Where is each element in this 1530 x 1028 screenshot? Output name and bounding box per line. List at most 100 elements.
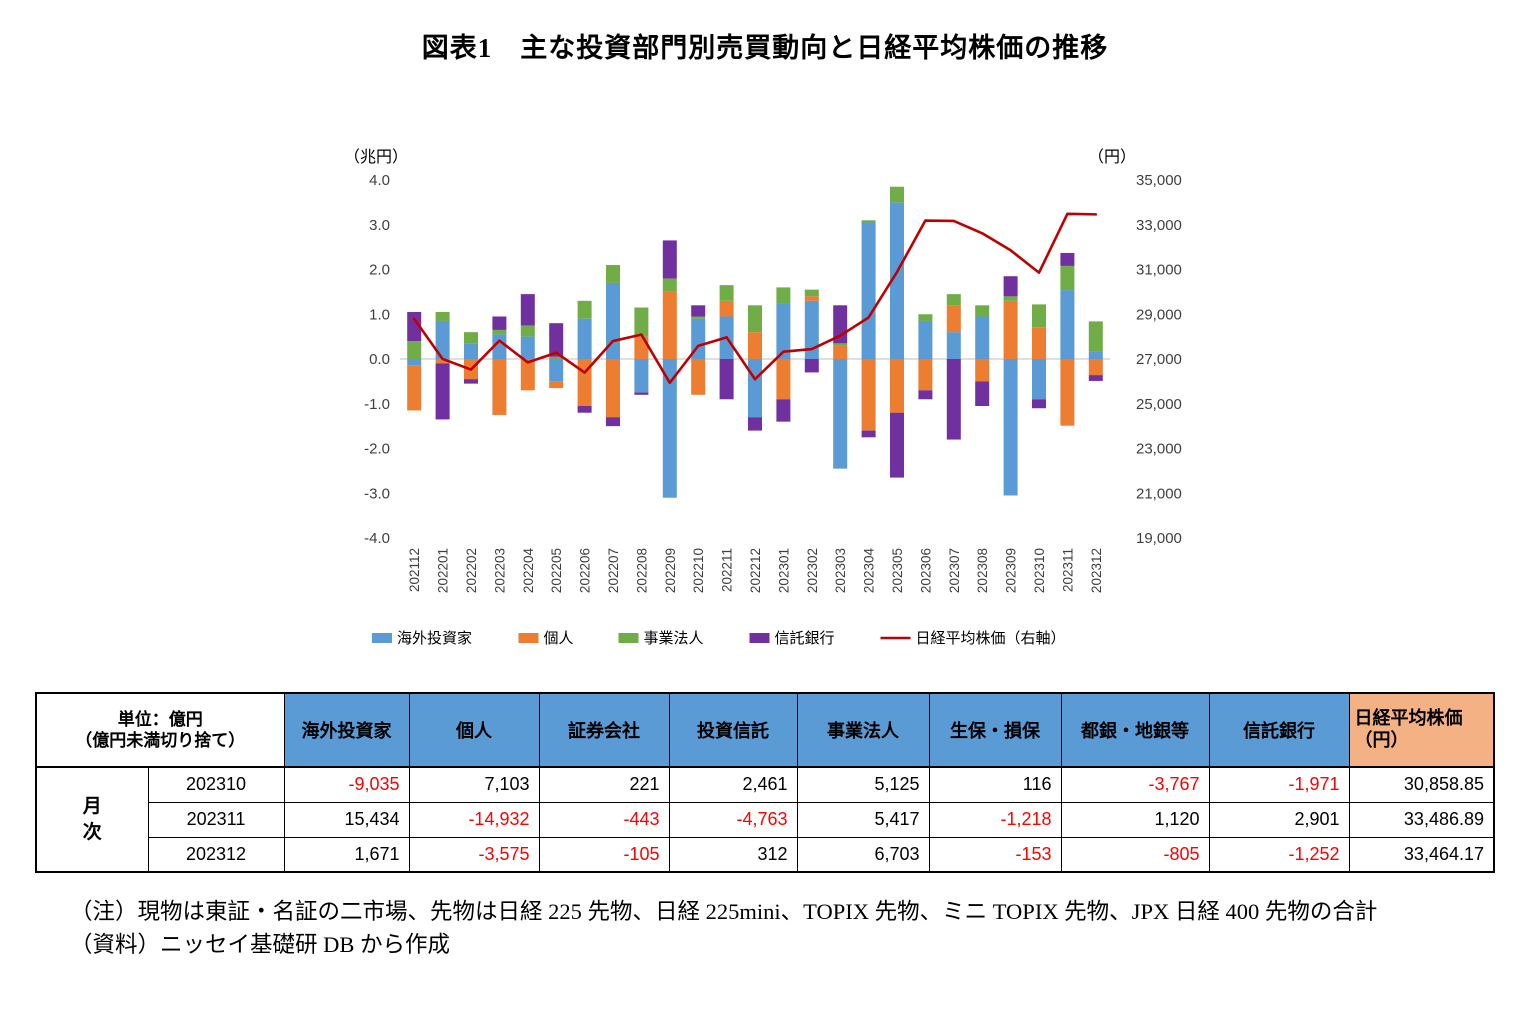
- chart-canvas: （兆円） （円） -4.0 -3.0 -2.0 -1.0 0.0 1.0 2.0 3.0 4.0 19…: [344, 148, 1182, 647]
- x-axis-label: 202308: [975, 548, 990, 593]
- legend-label: 海外投資家: [397, 630, 472, 647]
- legend-swatch: [618, 633, 639, 643]
- bar-segment: [890, 202, 904, 359]
- x-axis-label: 202112: [407, 548, 422, 592]
- bar-segment: [606, 265, 620, 283]
- x-axis-label: 202306: [918, 548, 933, 593]
- value-cell: 7,103: [408, 766, 540, 803]
- bar-segment: [804, 296, 819, 301]
- value-cell: -1,218: [928, 801, 1062, 838]
- bar-segment: [918, 320, 933, 359]
- bar-segment: [861, 222, 876, 359]
- bar-segment: [1060, 265, 1075, 291]
- bar-segment: [804, 300, 819, 359]
- table-header-row: 単位：億円 （億円未満切り捨て） 海外投資家 個人 証券会社 投資信託 事業法人…: [35, 692, 1495, 768]
- right-axis-tick: 21,000: [1136, 485, 1182, 502]
- x-axis-label: 202312: [1089, 548, 1104, 593]
- value-cell: 15,434: [283, 801, 410, 838]
- value-cell: 30,858.85: [1348, 766, 1495, 803]
- legend-label: 信託銀行: [775, 630, 835, 647]
- value-cell: 221: [538, 766, 670, 803]
- value-cell: -4,763: [668, 801, 798, 838]
- bar-segment: [804, 359, 819, 373]
- bar-segment: [549, 359, 564, 382]
- value-cell: -9,035: [283, 766, 410, 803]
- x-axis-label: 202206: [578, 548, 593, 593]
- value-cell: 2,901: [1208, 801, 1350, 838]
- bar-segment: [549, 381, 564, 389]
- bar-segment: [606, 417, 620, 427]
- bar-segment: [520, 325, 535, 337]
- bar-segment: [918, 359, 933, 391]
- bar-segment: [719, 300, 734, 317]
- unit-header-cell: 単位：億円 （億円未満切り捨て）: [35, 692, 285, 768]
- right-axis-tick: 35,000: [1136, 172, 1182, 189]
- col-header-individuals: 個人: [408, 692, 540, 768]
- data-table-wrap: 単位：億円 （億円未満切り捨て） 海外投資家 個人 証券会社 投資信託 事業法人…: [35, 692, 1495, 873]
- bar-segment: [861, 430, 876, 438]
- bar-segment: [748, 332, 762, 359]
- legend-label: 日経平均株価（右軸）: [916, 630, 1066, 647]
- bar-segment: [492, 316, 507, 330]
- bar-segment: [776, 303, 791, 359]
- col-header-life-nonlife-insurance: 生保・損保: [928, 692, 1062, 768]
- value-cell: -1,252: [1208, 836, 1350, 873]
- data-table: 単位：億円 （億円未満切り捨て） 海外投資家 個人 証券会社 投資信託 事業法人…: [35, 692, 1495, 873]
- bar-segment: [492, 359, 507, 415]
- bar-segment: [691, 359, 706, 395]
- left-axis-tick: 4.0: [369, 172, 390, 189]
- figure-title: 図表1 主な投資部門別売買動向と日経平均株価の推移: [421, 33, 1109, 63]
- bar-segment: [577, 318, 592, 359]
- col-header-nikkei-average: 日経平均株価 （円）: [1348, 692, 1495, 768]
- x-axis-label: 202311: [1060, 548, 1075, 592]
- bar-segment: [890, 186, 904, 203]
- left-axis-tick: 1.0: [369, 306, 390, 323]
- col-header-securities-firms: 証券会社: [538, 692, 670, 768]
- bar-segment: [946, 332, 961, 359]
- value-cell: -14,932: [408, 801, 540, 838]
- bar-segment: [1032, 304, 1046, 328]
- bar-segment: [634, 359, 649, 393]
- x-axis-label: 202302: [805, 548, 820, 593]
- x-axis-label: 202209: [663, 548, 678, 593]
- value-cell: -805: [1060, 836, 1210, 873]
- right-axis-tick: 25,000: [1136, 396, 1182, 413]
- x-axis-label: 202305: [890, 548, 905, 593]
- value-cell: 116: [928, 766, 1062, 803]
- value-cell: 5,125: [796, 766, 930, 803]
- bar-segment: [1003, 359, 1018, 496]
- x-axis-label: 202301: [776, 548, 791, 593]
- x-axis-label: 202304: [862, 548, 877, 594]
- x-axis-label: 202309: [1004, 548, 1019, 593]
- combo-chart: （兆円） （円） -4.0 -3.0 -2.0 -1.0 0.0 1.0 2.0 3.0 4.0 19…: [320, 138, 1200, 660]
- x-axis-label: 202203: [492, 548, 507, 593]
- x-axis-label: 202208: [634, 548, 649, 593]
- bar-segment: [1088, 321, 1103, 352]
- left-axis-tick: -3.0: [364, 485, 390, 502]
- value-cell: 6,703: [796, 836, 930, 873]
- footnotes: （注）現物は東証・名証の二市場、先物は日経 225 先物、日経 225mini、…: [70, 896, 1380, 961]
- left-axis-tick: 0.0: [369, 351, 390, 368]
- row-group-label-monthly: 月 次: [35, 766, 149, 873]
- right-axis-tick: 29,000: [1136, 306, 1182, 323]
- value-cell: -443: [538, 801, 670, 838]
- table-row: 月 次 202310 -9,035 7,103 221 2,461 5,125 …: [35, 766, 1495, 873]
- bar-segment: [435, 359, 450, 364]
- right-axis-tick: 19,000: [1136, 530, 1182, 547]
- value-cell: -3,767: [1060, 766, 1210, 803]
- bar-segment: [1003, 296, 1018, 301]
- right-axis-tick: 31,000: [1136, 262, 1182, 279]
- left-axis-tick: 2.0: [369, 262, 390, 279]
- bar-segment: [662, 359, 677, 498]
- table-row: 202312 1,671 -3,575 -105 312 6,703 -153 …: [36, 836, 1495, 873]
- bar-segment: [577, 300, 592, 319]
- legend-label: 個人: [544, 630, 574, 647]
- bar-segment: [520, 359, 535, 391]
- left-axis-tick: -1.0: [364, 396, 390, 413]
- bar-segment: [946, 359, 961, 440]
- bar-segment: [975, 381, 990, 406]
- bar-segment: [577, 405, 592, 413]
- bar-segment: [748, 305, 762, 333]
- bar-segment: [890, 359, 904, 413]
